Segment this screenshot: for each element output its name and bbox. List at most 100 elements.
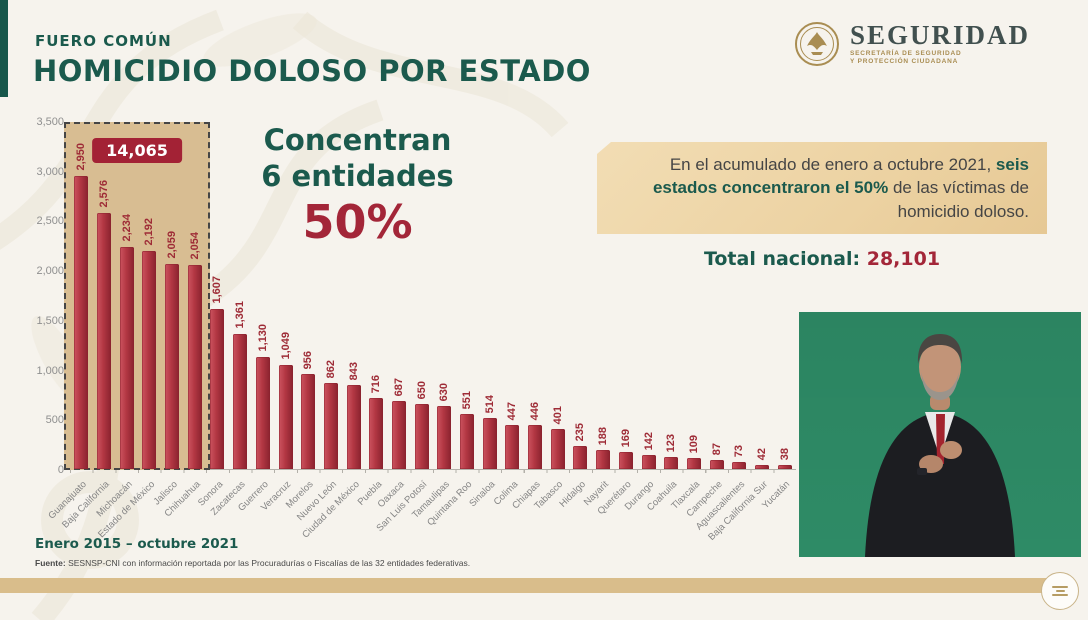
note-text-bold: seis estados concentraron el 50% bbox=[652, 155, 1029, 198]
bar-value-label: 2,950 bbox=[75, 143, 88, 171]
bar bbox=[686, 458, 701, 469]
bar-slot: 235 Hidalgo bbox=[558, 122, 592, 510]
bar bbox=[596, 450, 611, 469]
bar bbox=[505, 425, 520, 469]
bar bbox=[255, 357, 270, 469]
bar-value-label: 2,059 bbox=[166, 231, 179, 259]
bar-value-label: 42 bbox=[755, 447, 768, 460]
y-axis-tick-label: 500 bbox=[45, 414, 64, 427]
bar-value-label: 687 bbox=[392, 377, 405, 396]
y-axis: 3,500 3,000 2,500 2,000 1,500 1,000 500 0 bbox=[22, 116, 64, 476]
logo-tagline-line1: SECRETARÍA DE SEGURIDAD bbox=[849, 50, 962, 57]
bar-slot: 142 Durango bbox=[623, 122, 660, 513]
seguridad-logo: SEGURIDAD SECRETARÍA DE SEGURIDAD Y PROT… bbox=[794, 20, 1030, 68]
bar-slot: 2,576 Baja California bbox=[60, 122, 116, 530]
bar-slot: 1,607 Sonora bbox=[196, 122, 229, 508]
y-axis-tick-label: 1,000 bbox=[36, 364, 64, 377]
bar-value-label: 73 bbox=[733, 444, 746, 457]
bar-slot: 2,054 Chihuahua bbox=[162, 122, 206, 519]
bar bbox=[641, 455, 656, 469]
bar bbox=[460, 414, 475, 469]
bar-value-label: 142 bbox=[642, 431, 655, 450]
callout-line2: 6 entidades bbox=[261, 159, 454, 193]
bar-value-label: 716 bbox=[370, 374, 383, 393]
bar-slot: 447 Colima bbox=[492, 122, 524, 508]
bar-value-label: 1,049 bbox=[279, 332, 292, 360]
bar-value-label: 2,234 bbox=[120, 214, 133, 242]
note-text-after: de las víctimas de homicidio doloso. bbox=[888, 178, 1029, 221]
bar-slot: 687 Oaxaca bbox=[376, 122, 411, 510]
source-text: SESNSP-CNI con información reportada por… bbox=[65, 558, 471, 568]
bar-slot: 2,234 Michoacán bbox=[94, 122, 138, 519]
bar-value-label: 123 bbox=[665, 433, 678, 452]
bar-value-label: 862 bbox=[324, 359, 337, 378]
bar bbox=[664, 457, 679, 469]
bar bbox=[414, 404, 429, 469]
y-axis-tick-label: 3,500 bbox=[36, 116, 64, 128]
y-axis-tick-label: 2,500 bbox=[36, 215, 64, 228]
sign-language-interpreter-video bbox=[799, 312, 1081, 557]
page-title: HOMICIDIO DOLOSO POR ESTADO bbox=[33, 54, 591, 88]
logo-wordmark: SEGURIDAD bbox=[849, 20, 1030, 50]
bar-value-label: 650 bbox=[415, 380, 428, 399]
bar-value-label: 1,130 bbox=[256, 324, 269, 352]
bar bbox=[709, 460, 724, 469]
bar-value-label: 1,361 bbox=[234, 301, 247, 329]
national-total: Total nacional: 28,101 bbox=[597, 248, 1047, 270]
bar bbox=[482, 418, 497, 469]
interpreter-figure bbox=[799, 312, 1081, 557]
bar-slot: 514 Sinaloa bbox=[467, 122, 501, 510]
bar-slot: 401 Tabasco bbox=[533, 122, 569, 512]
bar-value-label: 188 bbox=[597, 426, 610, 445]
bar bbox=[777, 465, 792, 469]
bar-slot: 551 Quintana Roo bbox=[426, 122, 479, 529]
bar-slot: 446 Chiapas bbox=[510, 122, 547, 512]
bar-slot: 42 Baja California Sur bbox=[706, 122, 774, 543]
bar bbox=[74, 176, 89, 469]
bar bbox=[233, 334, 248, 469]
callout-line1: Concentran bbox=[263, 123, 452, 157]
bar-slot: 2,059 Jalisco bbox=[152, 122, 184, 507]
bar-value-label: 630 bbox=[438, 382, 451, 401]
bar bbox=[301, 374, 316, 469]
y-axis-tick-label: 0 bbox=[57, 464, 64, 476]
bar bbox=[165, 264, 180, 469]
bar-value-label: 551 bbox=[461, 390, 474, 409]
bar-value-label: 169 bbox=[619, 428, 632, 447]
callout-percent: 50% bbox=[302, 195, 413, 249]
bar bbox=[119, 247, 134, 469]
bar-slot: 38 Yucatán bbox=[760, 122, 796, 511]
bar-slot: 2,192 Estado de México bbox=[96, 122, 161, 540]
y-axis-tick-label: 3,000 bbox=[36, 165, 64, 178]
bar-slot: 123 Coahuila bbox=[645, 122, 683, 514]
source-note: Fuente: SESNSP-CNI con información repor… bbox=[35, 558, 470, 568]
eagle-emblem-icon bbox=[794, 22, 839, 66]
bar-slot: 73 Aguascalientes bbox=[694, 122, 751, 533]
bar bbox=[732, 462, 747, 469]
x-axis-ticks bbox=[70, 469, 796, 473]
bar bbox=[323, 383, 338, 469]
bar-value-label: 446 bbox=[529, 401, 542, 420]
bar-slot: 87 Campeche bbox=[684, 122, 728, 520]
bar-value-label: 109 bbox=[687, 434, 700, 453]
left-edge-accent-bar bbox=[0, 0, 8, 97]
bar bbox=[210, 309, 225, 469]
bar-value-label: 235 bbox=[574, 422, 587, 441]
footer-accent-bar bbox=[0, 578, 1048, 593]
bar-value-label: 1,607 bbox=[211, 276, 224, 304]
bar-slot: 630 Tamaulipas bbox=[410, 122, 456, 521]
source-label: Fuente: bbox=[35, 558, 66, 568]
bar-slot: 2,950 Guanajuato bbox=[47, 122, 93, 521]
summary-note-box: En el acumulado de enero a octubre 2021,… bbox=[597, 142, 1047, 235]
national-total-label: Total nacional: bbox=[703, 248, 861, 270]
bar-slot: 169 Querétaro bbox=[596, 122, 638, 517]
bar-slot: 109 Tlaxcala bbox=[669, 122, 706, 512]
bar bbox=[528, 425, 543, 469]
y-axis-tick-label: 2,000 bbox=[36, 265, 64, 278]
note-text-before: En el acumulado de enero a octubre 2021, bbox=[669, 155, 996, 174]
bar-value-label: 87 bbox=[710, 442, 723, 455]
gobierno-emblem-icon bbox=[1041, 572, 1079, 610]
bar-slot: 188 Nayarit bbox=[582, 122, 615, 508]
bar-value-label: 956 bbox=[302, 350, 315, 369]
bar bbox=[754, 465, 769, 469]
